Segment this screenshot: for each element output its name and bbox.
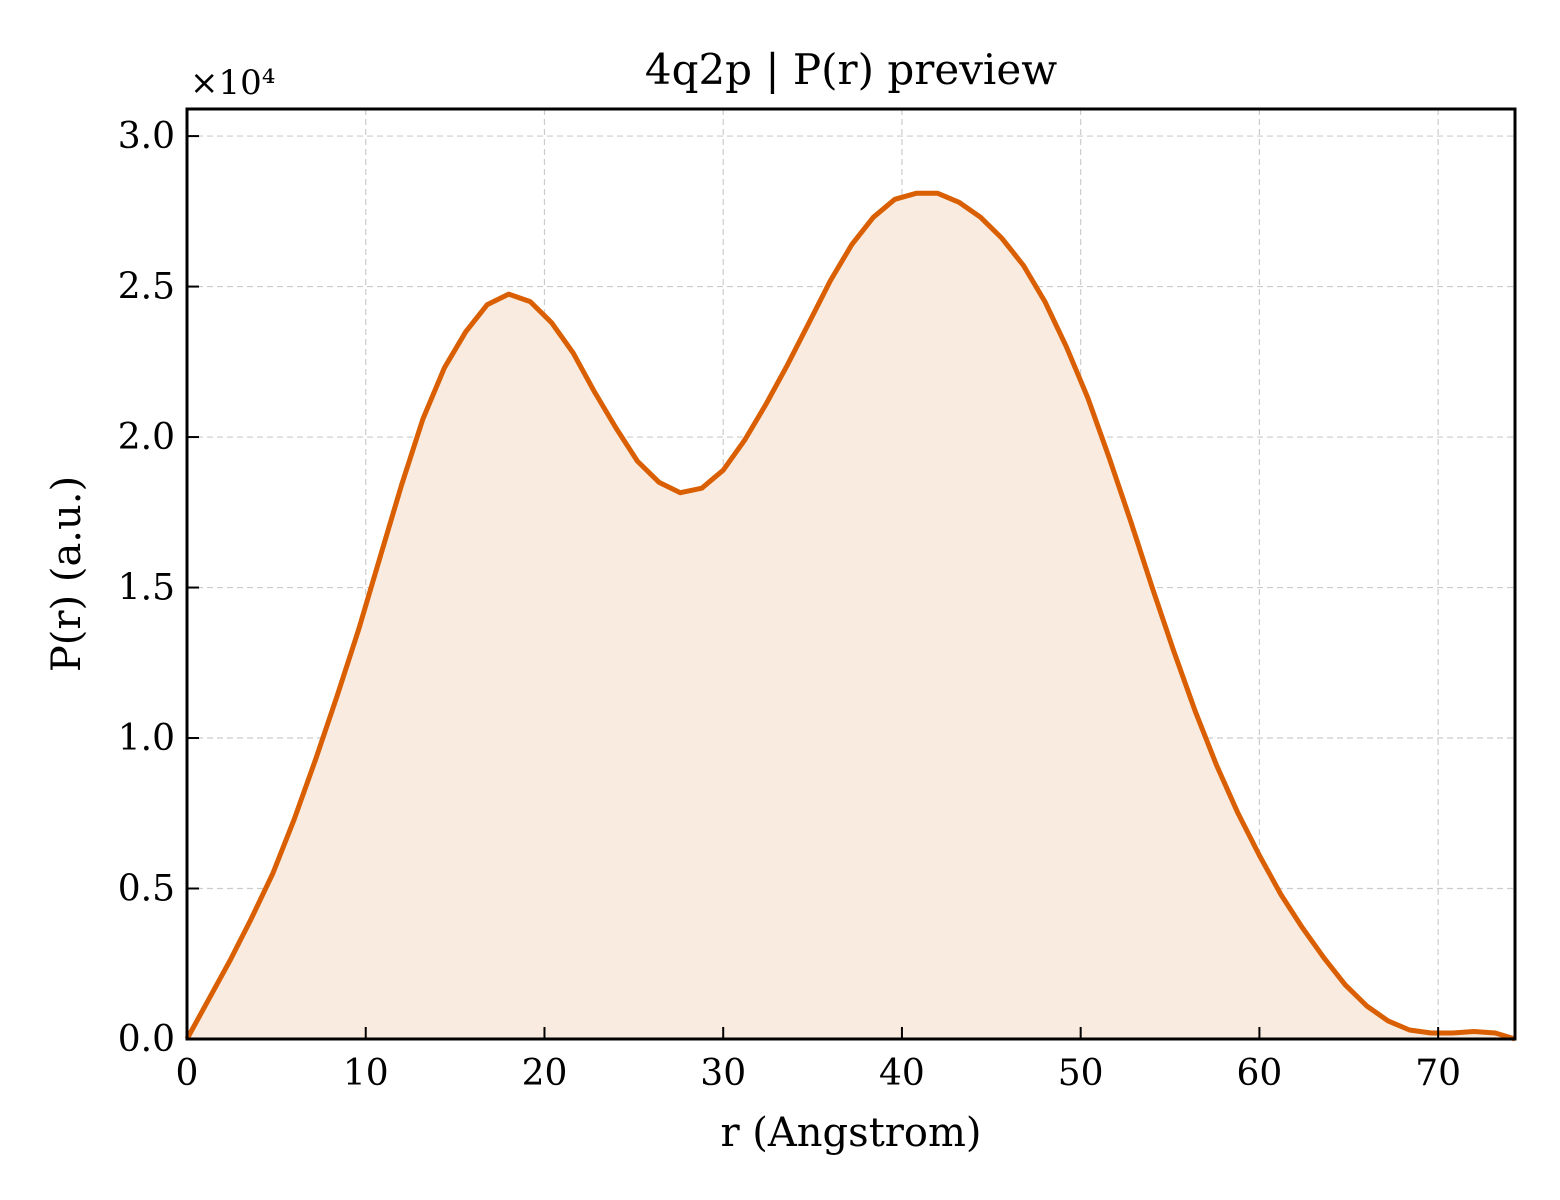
y-tick-label: 0.0 — [118, 1019, 175, 1060]
x-tick-label: 40 — [879, 1053, 925, 1094]
x-tick-label: 0 — [176, 1053, 199, 1094]
x-tick-label: 20 — [522, 1053, 568, 1094]
y-axis-offset-label: ×10⁴ — [190, 63, 275, 103]
y-axis-ticks: 0.0 0.5 1.0 1.5 2.0 2.5 3.0 — [118, 116, 199, 1060]
y-tick-label: 1.0 — [118, 718, 175, 759]
y-tick-label: 2.5 — [118, 267, 175, 308]
y-tick-label: 1.5 — [118, 568, 175, 609]
x-tick-label: 50 — [1058, 1053, 1104, 1094]
x-tick-label: 70 — [1415, 1053, 1461, 1094]
pr-area-fill — [187, 193, 1515, 1040]
x-tick-label: 30 — [700, 1053, 746, 1094]
chart-title: 4q2p | P(r) preview — [645, 45, 1057, 94]
y-tick-label: 2.0 — [118, 417, 175, 458]
y-tick-label: 3.0 — [118, 116, 175, 157]
x-tick-label: 10 — [343, 1053, 389, 1094]
x-tick-label: 60 — [1237, 1053, 1283, 1094]
y-axis-label: P(r) (a.u.) — [44, 476, 90, 672]
y-tick-label: 0.5 — [118, 869, 175, 910]
x-axis-ticks: 0 10 20 30 40 50 60 70 — [176, 1027, 1461, 1094]
plot-frame — [185, 107, 1517, 1041]
pr-series-line — [184, 190, 1516, 1042]
x-axis-label: r (Angstrom) — [720, 1110, 981, 1156]
